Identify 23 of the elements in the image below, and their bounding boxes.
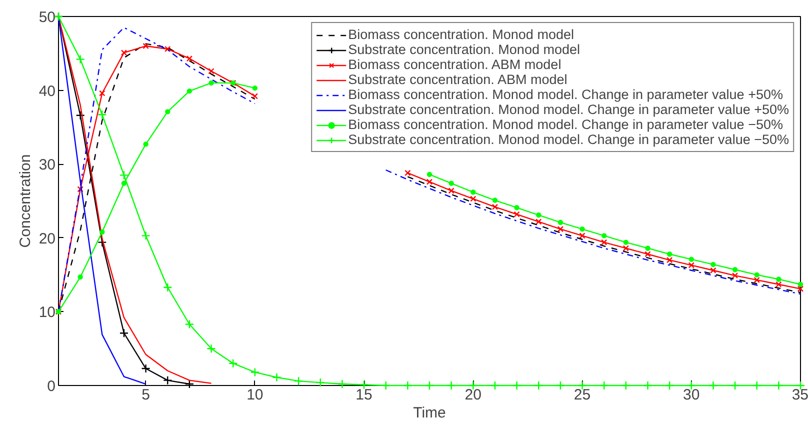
y-tick-label: 40 <box>38 82 56 100</box>
y-tick-label: 10 <box>38 304 56 322</box>
legend-label: Biomass concentration. Monod model. Change in parameter value −50% <box>348 117 783 132</box>
x-tick-label: 20 <box>464 386 482 404</box>
x-axis-title: Time <box>413 404 446 422</box>
y-tick-label: 50 <box>38 9 56 26</box>
y-axis-title: Concentration <box>16 154 34 248</box>
y-tick-label: 0 <box>47 378 56 395</box>
x-tick-label: 25 <box>574 386 591 404</box>
legend-label: Substrate concentration. ABM model <box>348 72 568 87</box>
y-tick-label: 20 <box>38 230 56 248</box>
x-tick-label: 10 <box>246 386 264 404</box>
x-tick-label: 5 <box>142 386 150 404</box>
x-tick-label: 15 <box>356 386 372 404</box>
x-tick-label: 35 <box>792 386 808 404</box>
legend-label: Biomass concentration. Monod model. Change in parameter value +50% <box>348 87 783 102</box>
x-tick-label: 30 <box>683 386 700 404</box>
legend-label: Biomass concentration. Monod model <box>348 27 574 42</box>
legend-label: Biomass concentration. ABM model <box>348 57 562 72</box>
legend-label: Substrate concentration. Monod model <box>348 42 580 57</box>
legend-label: Substrate concentration. Monod model. Change in parameter value +50% <box>348 102 789 117</box>
legend-label: Substrate concentration. Monod model. Change in parameter value −50% <box>348 132 789 147</box>
y-tick-label: 30 <box>38 156 56 174</box>
